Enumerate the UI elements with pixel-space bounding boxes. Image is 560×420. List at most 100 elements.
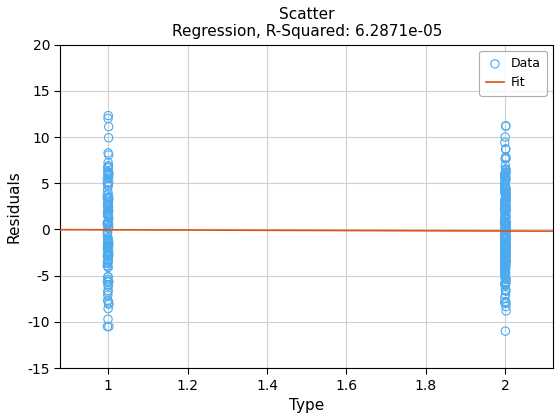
Data bbox=[501, 234, 510, 241]
Data bbox=[501, 197, 510, 204]
Data bbox=[104, 115, 113, 122]
Data bbox=[500, 189, 509, 195]
Data bbox=[104, 287, 113, 294]
Data bbox=[104, 164, 113, 171]
Data bbox=[502, 220, 511, 227]
Data bbox=[502, 225, 511, 232]
Data bbox=[103, 238, 112, 245]
Data bbox=[500, 204, 509, 211]
Data bbox=[104, 264, 113, 271]
Data bbox=[501, 272, 510, 278]
Data bbox=[104, 123, 113, 130]
Data bbox=[500, 252, 509, 258]
Data bbox=[501, 234, 510, 240]
Data bbox=[501, 200, 510, 207]
Data bbox=[501, 236, 510, 242]
Data bbox=[103, 247, 112, 253]
Data bbox=[104, 215, 113, 221]
Data bbox=[500, 260, 509, 267]
Data bbox=[103, 292, 112, 299]
Data bbox=[104, 278, 113, 285]
Data bbox=[104, 213, 113, 220]
Data bbox=[104, 164, 113, 171]
Data bbox=[501, 242, 510, 249]
Data bbox=[501, 286, 510, 293]
Data bbox=[501, 225, 510, 231]
Data bbox=[501, 171, 510, 177]
Data bbox=[104, 170, 113, 176]
Data bbox=[502, 240, 511, 247]
Data bbox=[502, 155, 511, 162]
Data bbox=[501, 245, 510, 252]
Data bbox=[501, 254, 510, 261]
Data bbox=[500, 245, 509, 252]
Data bbox=[501, 263, 510, 270]
Data bbox=[501, 223, 510, 230]
Data bbox=[501, 193, 510, 200]
Data bbox=[502, 248, 511, 255]
Data bbox=[104, 299, 113, 306]
Data bbox=[104, 257, 113, 264]
Data bbox=[103, 278, 112, 285]
Data bbox=[500, 281, 509, 288]
Data bbox=[104, 273, 113, 280]
Data bbox=[501, 251, 510, 257]
Data bbox=[103, 252, 112, 259]
Data bbox=[500, 243, 509, 249]
Data bbox=[502, 239, 511, 245]
Data bbox=[501, 175, 510, 182]
Data bbox=[104, 203, 113, 210]
Data bbox=[502, 234, 511, 241]
Data bbox=[501, 123, 510, 129]
Data bbox=[502, 207, 511, 214]
Data bbox=[500, 215, 509, 221]
Data bbox=[104, 183, 113, 189]
Data bbox=[104, 244, 113, 251]
Data bbox=[501, 248, 510, 255]
Data bbox=[500, 218, 509, 224]
Data bbox=[502, 186, 511, 192]
Data bbox=[501, 183, 510, 189]
Data bbox=[501, 232, 510, 239]
Data bbox=[501, 218, 510, 225]
Data bbox=[501, 258, 510, 265]
Data bbox=[501, 204, 510, 211]
Data bbox=[501, 123, 510, 129]
Data bbox=[103, 186, 112, 193]
Legend: Data, Fit: Data, Fit bbox=[479, 51, 547, 96]
Data bbox=[501, 220, 510, 226]
Data bbox=[501, 261, 510, 268]
Data bbox=[104, 190, 113, 197]
Data bbox=[501, 258, 510, 265]
Data bbox=[501, 279, 510, 286]
Data bbox=[501, 244, 510, 251]
Data bbox=[104, 257, 113, 264]
Data bbox=[500, 198, 509, 205]
Data bbox=[502, 169, 511, 176]
Data bbox=[501, 241, 510, 248]
Data bbox=[500, 215, 509, 222]
Data bbox=[104, 198, 113, 205]
Data bbox=[104, 301, 113, 307]
Data bbox=[104, 225, 113, 231]
Data bbox=[104, 179, 113, 186]
Data bbox=[103, 245, 112, 252]
Data bbox=[501, 276, 510, 283]
Data bbox=[501, 197, 510, 204]
Data bbox=[501, 248, 510, 255]
Data bbox=[501, 220, 510, 226]
Data bbox=[501, 232, 510, 239]
Data bbox=[104, 259, 113, 265]
Data bbox=[104, 220, 113, 227]
Data bbox=[501, 208, 510, 215]
Data bbox=[500, 206, 509, 213]
Data bbox=[501, 205, 510, 212]
Data bbox=[501, 283, 510, 289]
Data bbox=[501, 252, 510, 259]
Data bbox=[501, 173, 510, 179]
Data bbox=[501, 168, 510, 175]
Data bbox=[500, 245, 509, 252]
Data bbox=[103, 262, 112, 269]
Data bbox=[104, 207, 113, 214]
Data bbox=[502, 228, 511, 235]
